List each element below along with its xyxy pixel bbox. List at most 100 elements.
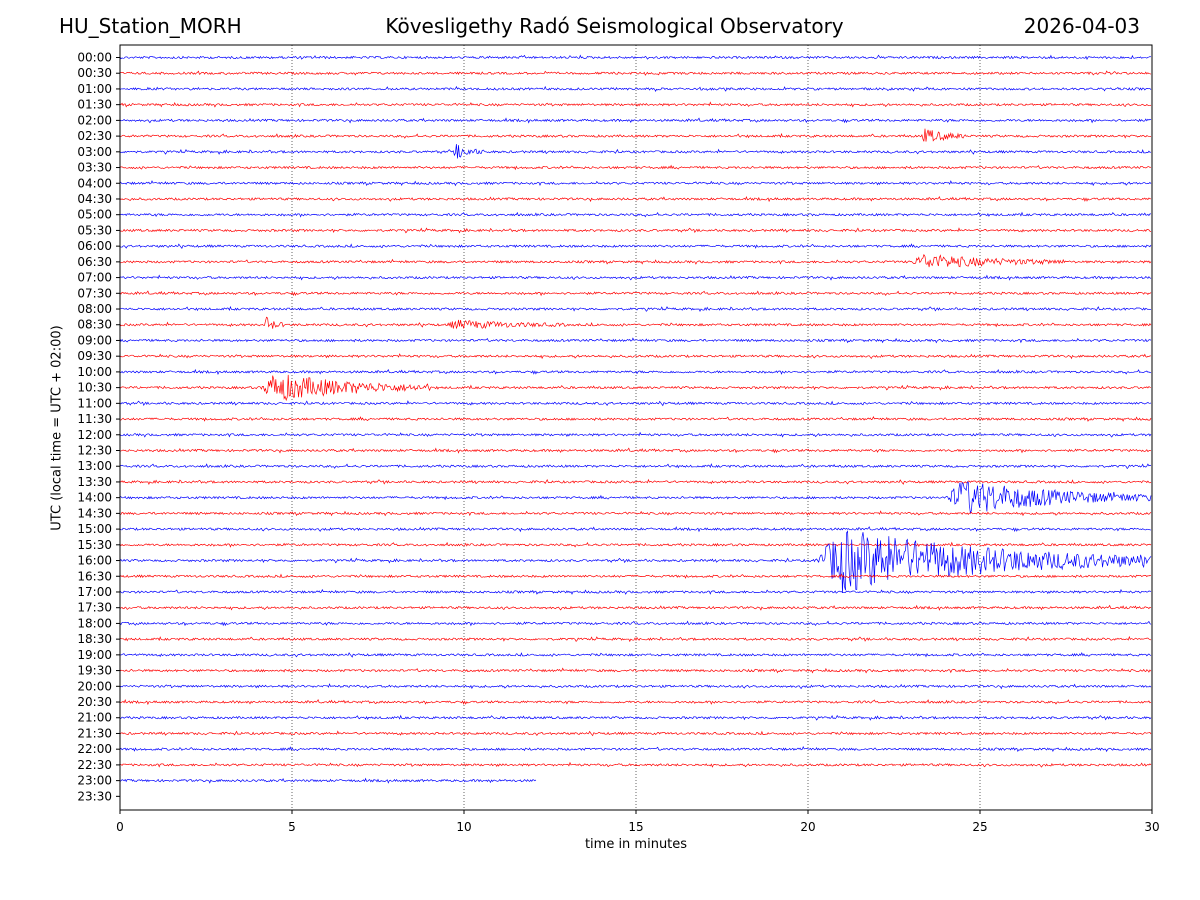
trace-0500 (119, 211, 1151, 218)
trace-0230 (119, 128, 1152, 142)
trace-1830 (119, 635, 1152, 643)
y-tick-label: 23:30 (77, 789, 112, 803)
x-tick-label: 30 (1144, 820, 1159, 834)
trace-1330 (119, 478, 1152, 485)
trace-1900 (119, 651, 1152, 658)
y-tick-label: 06:00 (77, 239, 112, 253)
trace-0730 (119, 290, 1152, 297)
y-tick-label: 16:00 (77, 554, 112, 568)
y-axis-label: UTC (local time = UTC + 02:00) (49, 325, 65, 531)
trace-1400 (119, 481, 1152, 515)
y-tick-label: 04:00 (77, 176, 112, 190)
grid-lines (291, 45, 981, 810)
trace-0900 (119, 337, 1152, 344)
trace-0800 (119, 305, 1152, 313)
trace-1100 (119, 400, 1152, 407)
trace-1600 (119, 530, 1152, 594)
y-tick-label: 17:30 (77, 601, 112, 615)
y-tick-label: 18:30 (77, 632, 112, 646)
trace-0600 (119, 243, 1152, 250)
x-axis-label: time in minutes (584, 837, 688, 852)
y-tick-label: 20:00 (77, 679, 112, 693)
trace-2200 (119, 746, 1152, 753)
trace-2230 (119, 761, 1152, 768)
trace-0000 (119, 54, 1152, 61)
trace-0430 (119, 196, 1152, 203)
trace-0930 (119, 353, 1152, 360)
y-tick-label: 14:30 (77, 506, 112, 520)
trace-1030 (119, 374, 1152, 402)
x-tick-label: 25 (972, 820, 987, 834)
trace-0330 (119, 164, 1152, 171)
trace-1300 (119, 463, 1152, 470)
y-tick-label: 04:30 (77, 192, 112, 206)
date-label: 2026-04-03 (1023, 14, 1140, 38)
x-tick-label: 10 (456, 820, 471, 834)
trace-2030 (119, 699, 1152, 706)
y-tick-label: 00:30 (77, 66, 112, 80)
trace-1530 (119, 541, 1152, 548)
trace-0030 (119, 70, 1152, 76)
trace-0130 (119, 101, 1152, 108)
x-tick-label: 15 (628, 820, 643, 834)
station-name: HU_Station_MORH (59, 14, 242, 38)
trace-0200 (119, 117, 1152, 124)
y-tick-label: 10:00 (77, 365, 112, 379)
x-tick-label: 0 (116, 820, 124, 834)
trace-0700 (119, 274, 1152, 281)
y-tick-label: 21:00 (77, 711, 112, 725)
y-tick-label: 09:00 (77, 333, 112, 347)
x-tick-label: 20 (800, 820, 815, 834)
y-tick-label: 18:00 (77, 616, 112, 630)
trace-1000 (119, 368, 1152, 376)
y-tick-label: 12:00 (77, 428, 112, 442)
y-tick-label: 21:30 (77, 726, 112, 740)
y-tick-label: 12:30 (77, 444, 112, 458)
trace-1430 (119, 510, 1152, 517)
trace-1200 (119, 431, 1152, 438)
trace-0100 (119, 85, 1152, 92)
y-tick-label: 19:30 (77, 664, 112, 678)
y-tick-label: 07:30 (77, 286, 112, 300)
y-tick-label: 08:30 (77, 318, 112, 332)
seismic-traces (119, 54, 1152, 784)
y-tick-label: 01:00 (77, 82, 112, 96)
trace-2300 (119, 777, 537, 784)
trace-1930 (119, 667, 1152, 674)
trace-0830 (119, 316, 1152, 330)
trace-0300 (119, 144, 1152, 159)
trace-1800 (119, 620, 1152, 627)
y-tick-label: 10:30 (77, 381, 112, 395)
y-tick-label: 15:30 (77, 538, 112, 552)
y-tick-label: 01:30 (77, 98, 112, 112)
x-tick-label: 5 (288, 820, 296, 834)
y-tick-label: 03:30 (77, 161, 112, 175)
trace-0630 (119, 253, 1152, 268)
y-tick-label: 05:00 (77, 208, 112, 222)
y-tick-label: 20:30 (77, 695, 112, 709)
trace-1730 (119, 604, 1152, 611)
y-tick-label: 00:00 (77, 51, 112, 65)
y-tick-label: 14:00 (77, 491, 112, 505)
y-tick-label: 17:00 (77, 585, 112, 599)
y-tick-label: 11:00 (77, 396, 112, 410)
trace-1500 (119, 526, 1152, 533)
y-tick-label: 22:30 (77, 758, 112, 772)
trace-1630 (119, 573, 1151, 579)
y-tick-label: 03:00 (77, 145, 112, 159)
y-tick-label: 08:00 (77, 302, 112, 316)
trace-1130 (120, 415, 1152, 422)
y-tick-label: 09:30 (77, 349, 112, 363)
y-tick-label: 15:00 (77, 522, 112, 536)
y-tick-label: 02:30 (77, 129, 112, 143)
y-tick-label: 22:00 (77, 742, 112, 756)
trace-0400 (119, 180, 1152, 187)
y-tick-label: 13:30 (77, 475, 112, 489)
y-tick-label: 07:00 (77, 271, 112, 285)
trace-1700 (119, 588, 1152, 595)
y-tick-label: 16:30 (77, 569, 112, 583)
trace-1230 (119, 447, 1152, 454)
y-tick-label: 06:30 (77, 255, 112, 269)
